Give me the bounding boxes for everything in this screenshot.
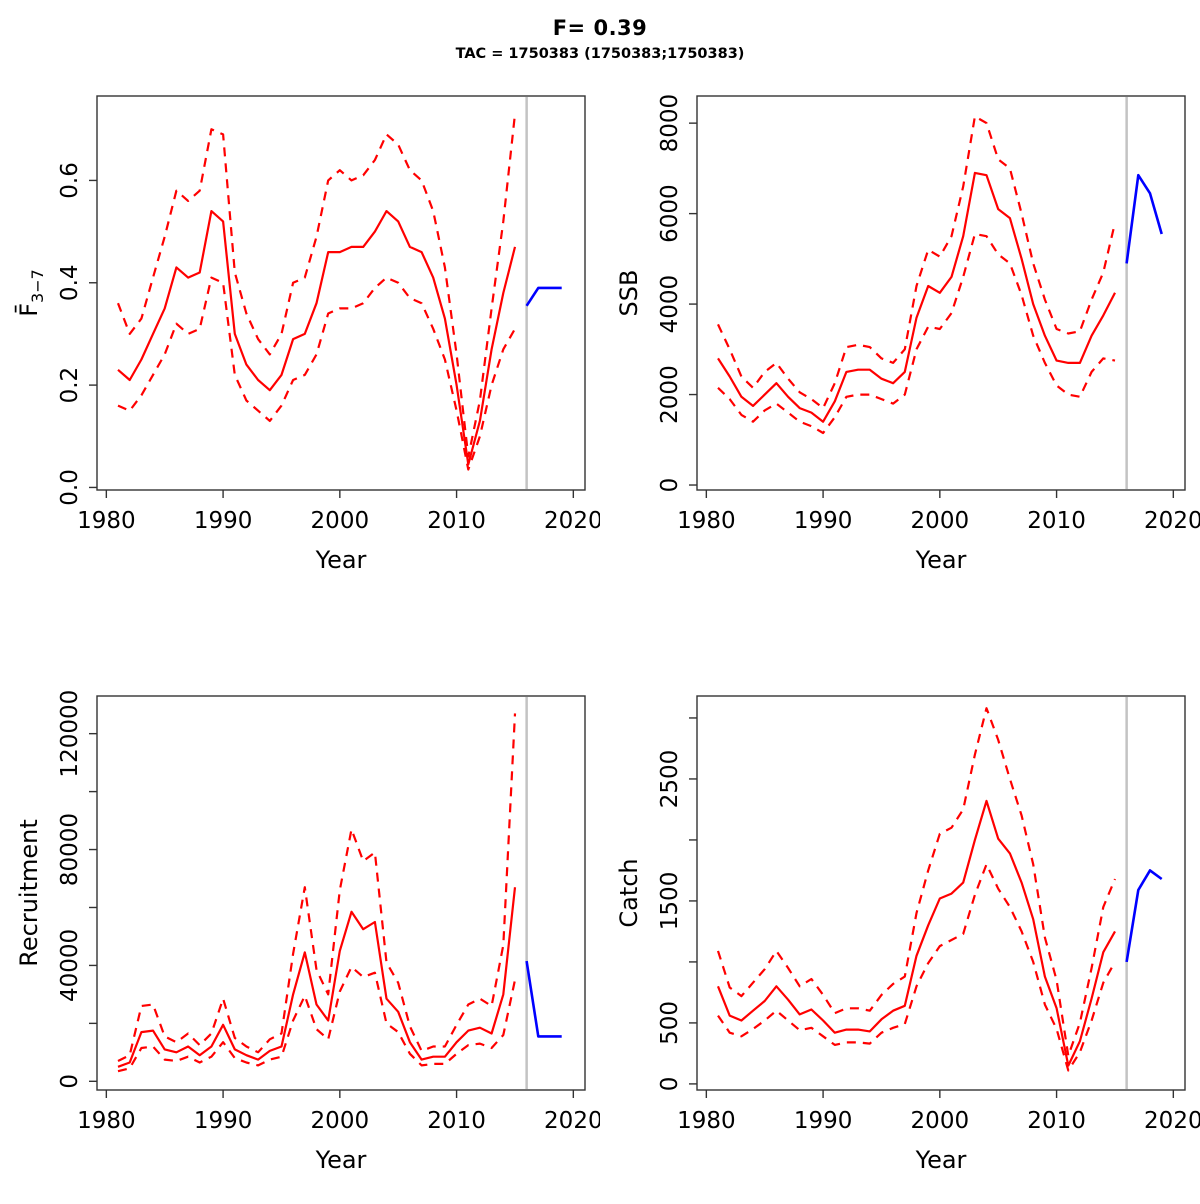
y-tick-label: 2500 (657, 750, 683, 809)
y-axis-title: SSB (615, 270, 643, 317)
median-line (117, 887, 517, 1068)
y-tick-label: 0 (657, 1077, 683, 1092)
x-tick-label: 1980 (677, 508, 736, 534)
x-axis-title: Year (915, 546, 967, 574)
lower-ci-line (717, 232, 1116, 435)
x-tick-label: 1980 (77, 1108, 136, 1134)
x-tick-label: 2020 (1144, 1108, 1200, 1134)
x-tick-label: 2000 (311, 1108, 370, 1134)
lower-ci-line (717, 863, 1116, 1072)
y-tick-label: 500 (657, 1001, 683, 1045)
y-axis-title: Recruitment (15, 819, 43, 966)
y-tick-label: 8000 (657, 94, 683, 153)
y-axis-title: F̄3−7 (14, 269, 47, 317)
x-axis-title: Year (315, 546, 367, 574)
forecast-line (525, 286, 562, 307)
x-tick-label: 2010 (427, 508, 486, 534)
figure-title: F= 0.39 (552, 16, 648, 40)
y-tick-label: 0.6 (57, 162, 83, 199)
y-axis-title: Catch (615, 858, 643, 927)
y-tick-label: 0 (57, 1074, 83, 1089)
x-tick-label: 1990 (794, 508, 853, 534)
panel-catch: 1980 1990 2000 2010 2020 0 500 1500 2500 Year Catc… (600, 600, 1200, 1200)
y-tick-label: 0 (657, 478, 683, 493)
x-tick-label: 2020 (1144, 508, 1200, 534)
lower-ci-line (117, 965, 517, 1073)
x-axis-title: Year (915, 1146, 967, 1174)
x-tick-label: 1980 (677, 1108, 736, 1134)
x-tick-label: 1990 (794, 1108, 853, 1134)
x-tick-label: 2000 (911, 508, 970, 534)
y-tick-label: 0.2 (57, 367, 83, 404)
plot-box (96, 95, 586, 491)
x-tick-label: 1990 (194, 1108, 253, 1134)
y-tick-label: 0.0 (57, 469, 83, 506)
plot-box (696, 95, 1186, 491)
panel-ssb: 1980 1990 2000 2010 2020 0 2000 4000 6000 8000 Yea… (600, 0, 1200, 600)
chart-recruitment: 1980 1990 2000 2010 2020 0 40000 80000 120000 Yea… (15, 690, 603, 1174)
lower-ci-line (117, 276, 516, 471)
x-tick-label: 2010 (1027, 508, 1086, 534)
panel-recruitment: 1980 1990 2000 2010 2020 0 40000 80000 120000 Yea… (0, 600, 603, 1200)
chart-ssb: 1980 1990 2000 2010 2020 0 2000 4000 6000 8000 Yea… (615, 94, 1200, 574)
x-tick-label: 2010 (427, 1108, 486, 1134)
x-tick-label: 2010 (1027, 1108, 1086, 1134)
y-tick-label: 2000 (657, 365, 683, 424)
panel-fbar: 1980 1990 2000 2010 2020 0.0 0.2 0.4 0.6 Year F̄3−… (0, 0, 603, 600)
y-tick-label: 40000 (57, 929, 83, 1002)
plot-box (696, 695, 1186, 1091)
x-tick-label: 1990 (194, 508, 253, 534)
forecast-line (1125, 173, 1163, 264)
median-line (117, 210, 517, 466)
forecast-line (1125, 869, 1163, 963)
median-line (716, 799, 1116, 1067)
x-axis-title: Year (315, 1146, 367, 1174)
y-tick-label: 80000 (57, 813, 83, 886)
upper-ci-line (717, 115, 1117, 410)
y-tick-label: 4000 (657, 275, 683, 334)
y-tick-label: 6000 (657, 184, 683, 243)
chart-catch: 1980 1990 2000 2010 2020 0 500 1500 2500 Year Catc… (615, 695, 1200, 1174)
forecast-line (525, 960, 562, 1038)
plot-box (96, 695, 586, 1091)
x-tick-label: 1980 (77, 508, 136, 534)
upper-ci-line (117, 713, 517, 1062)
x-tick-label: 2000 (311, 508, 370, 534)
upper-ci-line (116, 113, 517, 458)
x-tick-label: 2000 (911, 1108, 970, 1134)
median-line (717, 171, 1116, 423)
chart-fbar: 1980 1990 2000 2010 2020 0.0 0.2 0.4 0.6 Year F̄3−… (14, 95, 603, 574)
x-tick-label: 2020 (544, 1108, 600, 1134)
y-tick-label: 1500 (657, 872, 683, 931)
y-tick-label: 0.4 (57, 264, 83, 301)
upper-ci-line (716, 707, 1117, 1057)
y-tick-label: 120000 (57, 690, 83, 778)
figure-subtitle: TAC = 1750383 (1750383;1750383) (455, 46, 745, 62)
x-tick-label: 2020 (544, 508, 600, 534)
